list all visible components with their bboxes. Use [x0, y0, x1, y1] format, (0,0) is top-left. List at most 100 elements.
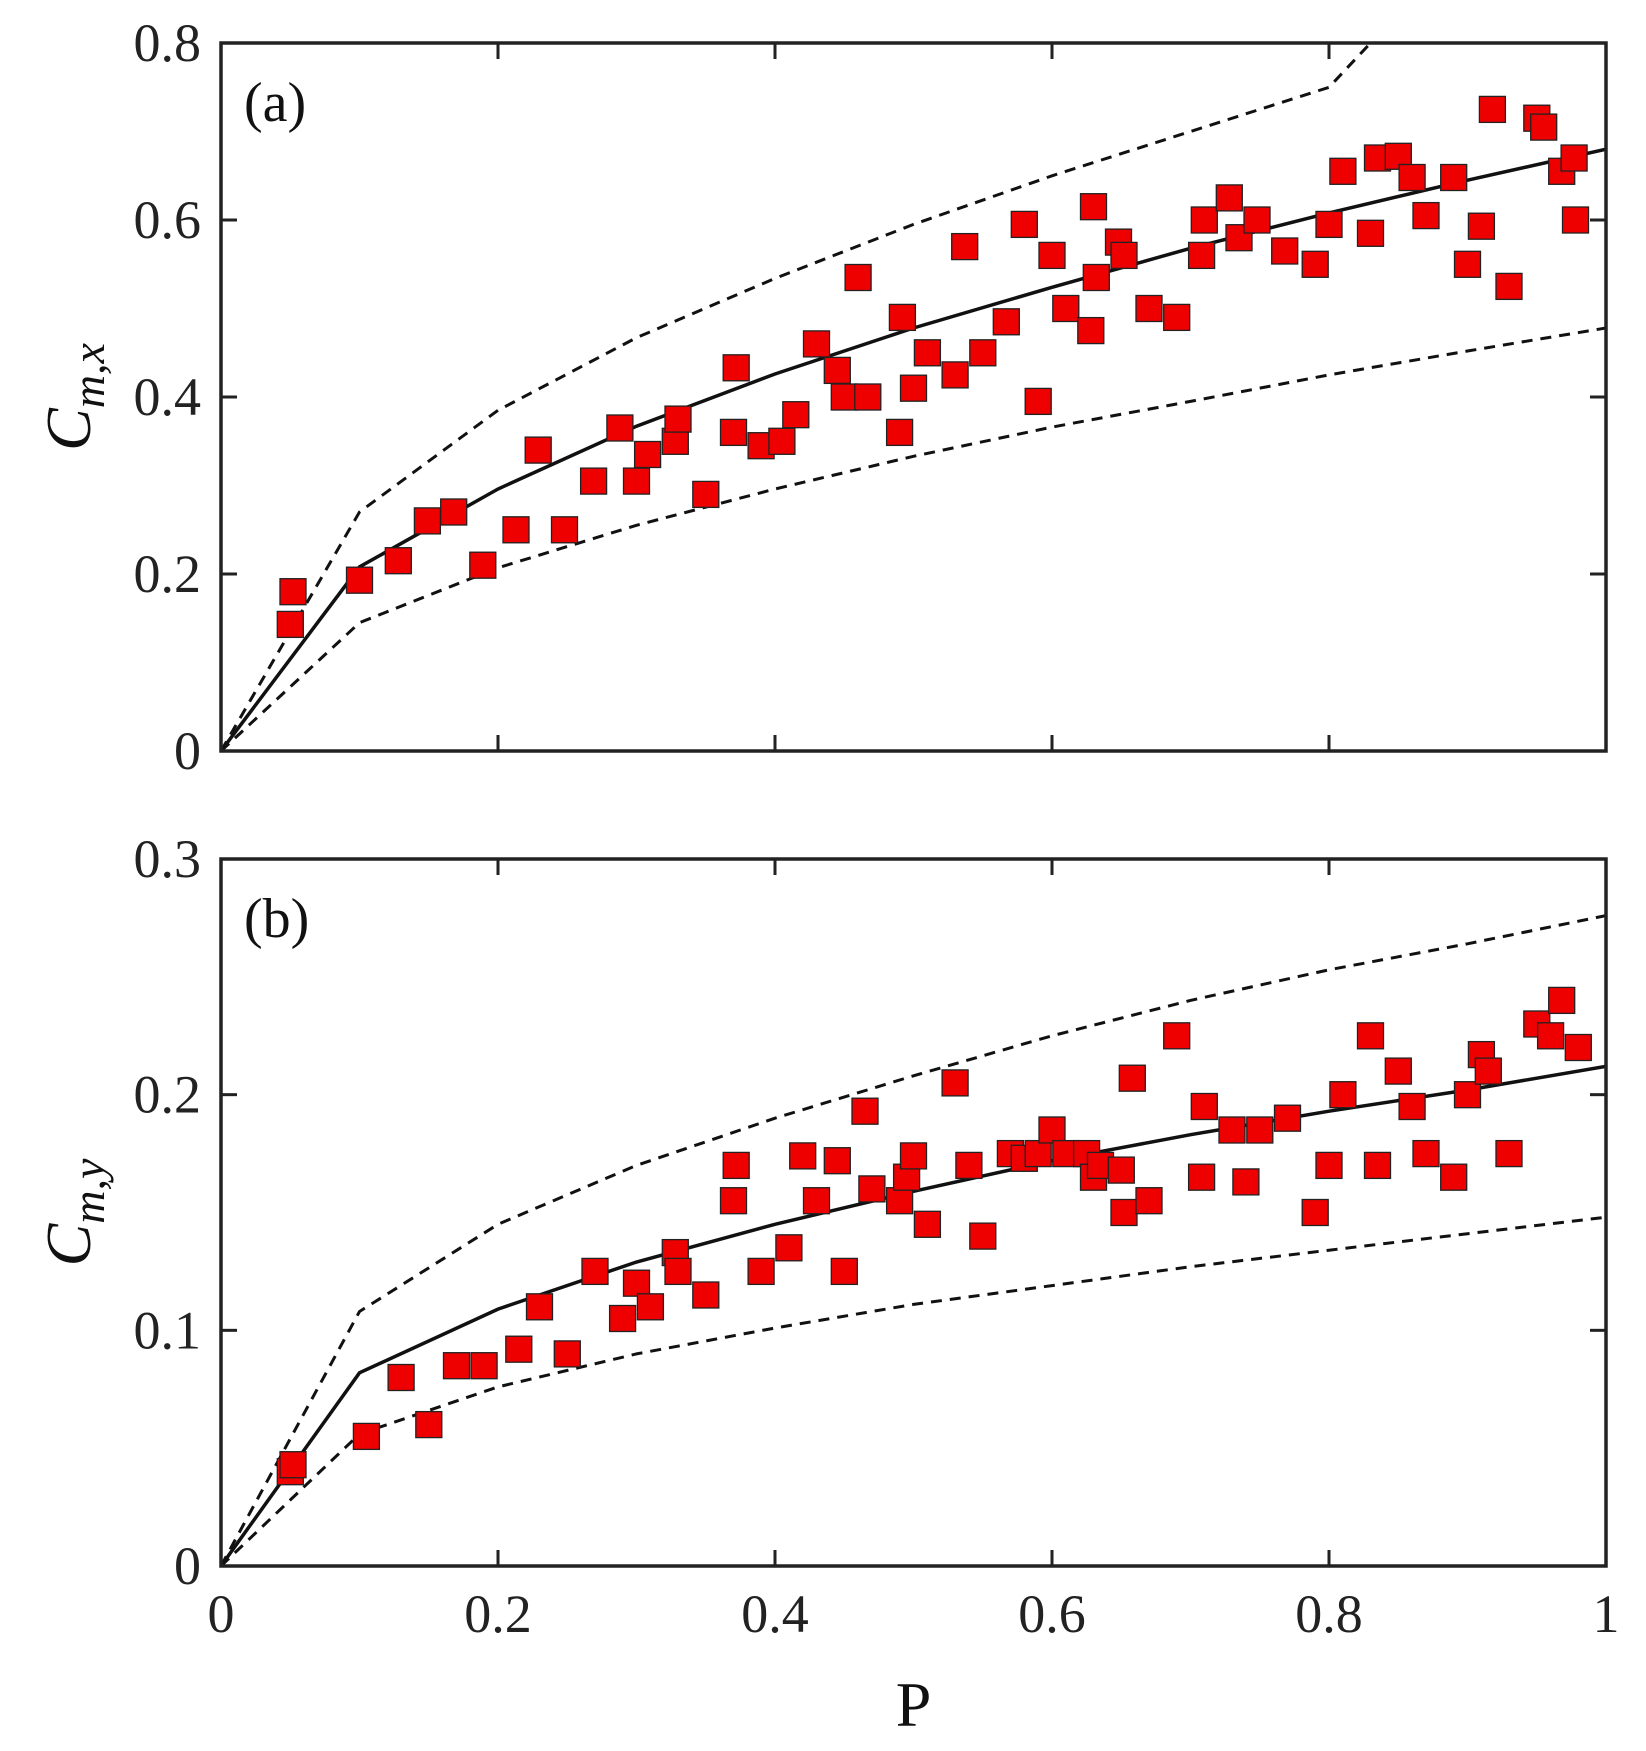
data-point: [579, 467, 608, 495]
data-point: [1187, 1163, 1216, 1191]
data-point: [692, 480, 720, 509]
data-point: [1329, 1081, 1357, 1109]
y-axis-title: Cm,y: [33, 1158, 114, 1266]
data-point: [913, 339, 942, 367]
data-point: [352, 1422, 381, 1451]
data-point: [1077, 316, 1105, 345]
panel-label: (b): [244, 888, 309, 950]
data-point: [1118, 1064, 1146, 1092]
data-point: [1190, 206, 1218, 234]
axes-frame: [219, 41, 1608, 753]
data-point: [823, 356, 851, 385]
y-tick-label: 0.6: [134, 190, 202, 250]
data-point: [885, 1187, 914, 1215]
y-axis-title-sub: m,x: [63, 343, 114, 409]
data-point: [1187, 241, 1216, 270]
data-point: [1038, 1116, 1066, 1144]
y-tick-label: 0.3: [134, 829, 202, 889]
data-point: [1190, 1092, 1218, 1121]
data-point: [553, 1340, 581, 1368]
data-point: [622, 467, 651, 495]
data-point: [969, 339, 997, 367]
data-point: [1024, 1139, 1052, 1168]
data-point: [1110, 241, 1138, 270]
x-tick-label: 0: [208, 1584, 235, 1644]
y-axis-title: Cm,x: [33, 343, 114, 451]
data-point: [1246, 1116, 1274, 1144]
data-point: [854, 383, 882, 411]
data-point: [1453, 1081, 1482, 1109]
y-tick-label: 0.2: [134, 1065, 202, 1125]
upper-bound-line: [221, 43, 1372, 751]
data-point: [802, 330, 831, 358]
data-point: [1218, 1116, 1246, 1144]
data-point: [581, 1257, 609, 1286]
data-point: [1038, 241, 1066, 270]
data-point: [1474, 1057, 1502, 1085]
data-point: [1440, 1163, 1468, 1191]
data-point: [802, 1187, 831, 1215]
upper-bound-line: [221, 914, 1606, 1566]
data-point: [913, 1210, 942, 1238]
data-point: [470, 1352, 498, 1380]
x-axis-title: P: [896, 1669, 932, 1740]
data-point: [1560, 144, 1588, 172]
data-point: [413, 507, 442, 535]
data-point: [345, 566, 374, 594]
data-point: [608, 1304, 637, 1333]
axes-frame: [219, 857, 1608, 1568]
lower-bound-line: [221, 326, 1606, 751]
data-point: [622, 1269, 651, 1297]
x-tick-label: 0.4: [741, 1584, 809, 1644]
data-point: [830, 383, 858, 411]
panel-a: 0 0.2 0.4 0.6 0.8 (a) Cm,x: [33, 13, 1608, 781]
fit-line: [221, 147, 1606, 751]
data-point: [858, 1175, 886, 1203]
panel-label: (a): [244, 72, 306, 134]
data-point: [1110, 1198, 1138, 1227]
data-point: [1398, 163, 1426, 192]
data-point: [1024, 387, 1052, 416]
data-point: [1453, 250, 1482, 278]
lower-bound-line: [221, 1215, 1606, 1566]
y-axis-title-sub: m,y: [63, 1158, 114, 1224]
data-point: [524, 436, 552, 464]
data-point: [692, 1281, 720, 1309]
data-point: [469, 551, 497, 579]
data-point: [851, 1097, 879, 1125]
data-point: [782, 401, 810, 429]
data-point: [1564, 1033, 1592, 1062]
data-point: [844, 263, 872, 292]
data-point: [1107, 1156, 1135, 1184]
y-tick-label: 0.1: [134, 1300, 202, 1360]
data-point: [1329, 157, 1357, 185]
data-point: [969, 1222, 997, 1250]
data-point: [1315, 1151, 1343, 1180]
y-axis-title-main: C: [33, 1222, 104, 1266]
data-point: [1271, 237, 1299, 265]
data-point: [789, 1142, 817, 1170]
data-point: [1301, 250, 1329, 278]
x-tick-label: 0.8: [1295, 1584, 1363, 1644]
data-point: [951, 232, 979, 261]
data-point: [1478, 95, 1507, 124]
data-point: [1232, 1168, 1260, 1196]
data-point: [1398, 1092, 1426, 1121]
data-point: [1135, 1187, 1163, 1215]
fit-line: [221, 1064, 1606, 1566]
data-point: [1561, 206, 1590, 234]
data-point: [941, 361, 969, 389]
data-point: [440, 498, 468, 526]
data-point: [505, 1335, 533, 1363]
data-point: [279, 578, 307, 606]
data-point: [1243, 206, 1271, 234]
data-point: [1412, 1139, 1440, 1168]
data-point: [1356, 1022, 1385, 1050]
data-point: [1363, 1151, 1392, 1180]
data-point: [1079, 193, 1108, 221]
data-point: [1273, 1104, 1302, 1132]
data-point: [636, 1293, 665, 1321]
data-point: [722, 354, 750, 382]
data-point: [1536, 1022, 1565, 1050]
